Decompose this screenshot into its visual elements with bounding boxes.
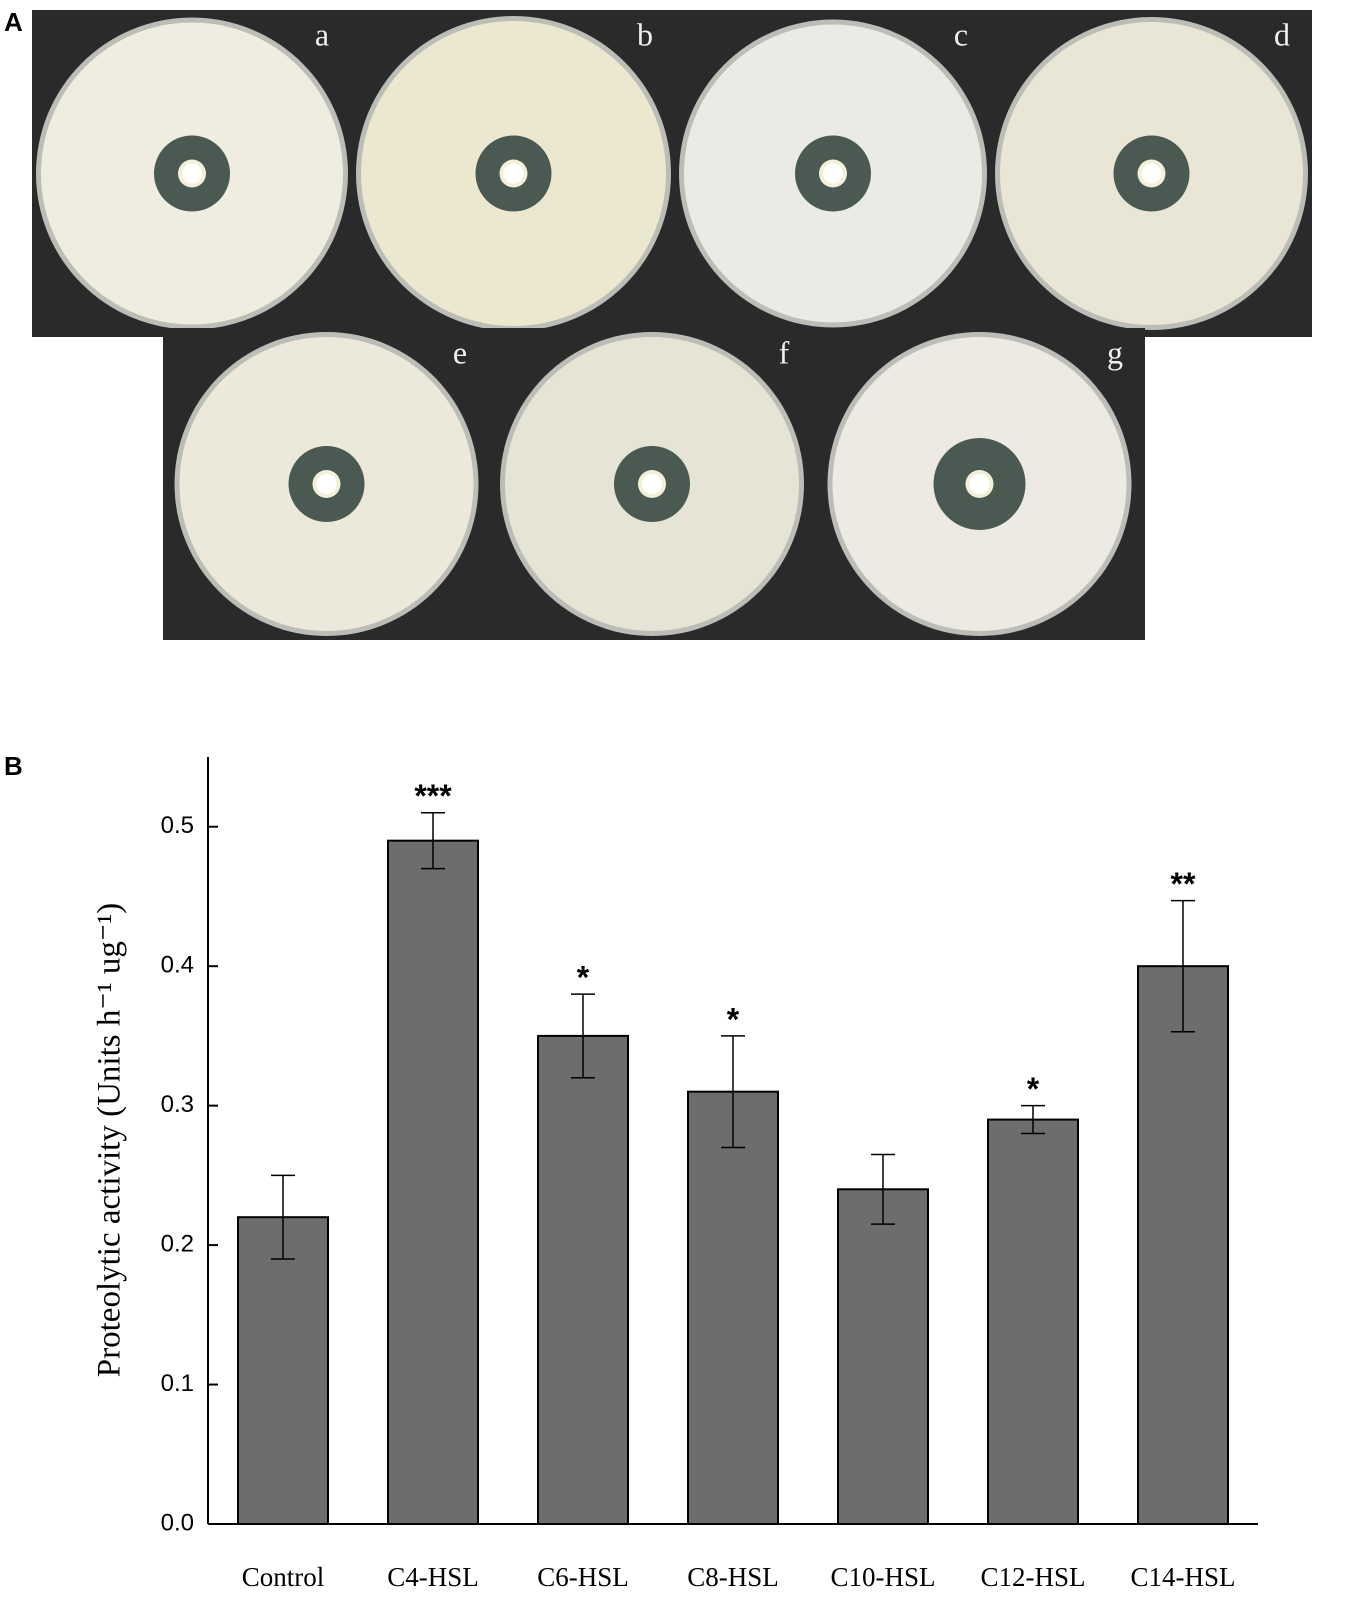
plate-label: e: [453, 334, 467, 370]
well-hole: [1141, 163, 1162, 184]
x-tick-label: C4-HSL: [387, 1562, 479, 1592]
significance-label: *: [577, 960, 590, 996]
plate-label: c: [954, 16, 968, 52]
y-tick-label: 0.3: [161, 1091, 194, 1118]
significance-label: *: [727, 1001, 740, 1037]
y-tick-label: 0.4: [161, 952, 194, 979]
significance-label: ***: [414, 778, 452, 814]
x-tick-label: C8-HSL: [687, 1562, 779, 1592]
plate-label: a: [315, 16, 329, 52]
x-tick-label: Control: [242, 1562, 325, 1592]
significance-label: *: [1027, 1071, 1040, 1107]
bar: [837, 1188, 929, 1525]
well-hole: [823, 163, 843, 184]
y-tick-label: 0.5: [161, 812, 194, 839]
bar: [237, 1216, 329, 1525]
x-tick-label: C6-HSL: [537, 1562, 629, 1592]
well-hole: [316, 474, 337, 494]
bar: [987, 1118, 1079, 1525]
x-tick-label: C10-HSL: [830, 1562, 935, 1592]
plate-label: f: [779, 334, 790, 370]
bar: [387, 839, 479, 1525]
y-tick-label: 0.2: [161, 1230, 194, 1257]
bar: [537, 1034, 629, 1525]
significance-label: **: [1171, 866, 1196, 902]
y-axis-label: Proteolytic activity (Units h⁻¹ ug⁻¹): [92, 903, 128, 1377]
plate-label: b: [637, 16, 653, 52]
y-tick-label: 0.0: [161, 1509, 194, 1536]
bar: [1137, 965, 1229, 1525]
plate-label: d: [1274, 16, 1290, 52]
well-hole: [969, 474, 990, 494]
well-hole: [503, 163, 524, 184]
x-tick-label: C12-HSL: [980, 1562, 1085, 1592]
well-hole: [642, 474, 662, 494]
bar: [687, 1090, 779, 1525]
y-tick-label: 0.1: [161, 1370, 194, 1397]
x-tick-label: C14-HSL: [1130, 1562, 1235, 1592]
well-hole: [182, 163, 202, 184]
plate-label: g: [1107, 334, 1123, 370]
panel-label: A: [4, 7, 23, 37]
panel-label: B: [4, 751, 23, 781]
